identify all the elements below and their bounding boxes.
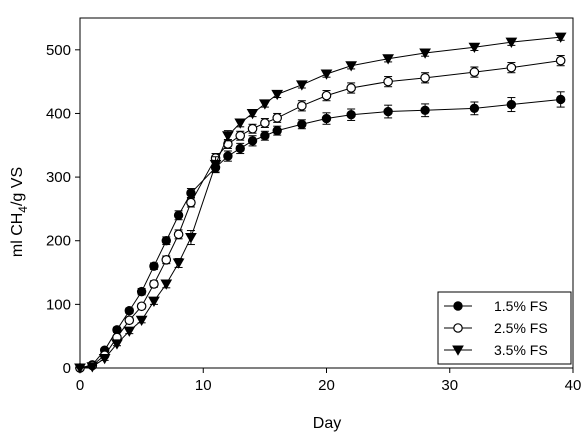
data-point <box>345 61 358 72</box>
data-point <box>136 286 147 297</box>
data-point <box>554 32 567 43</box>
legend-item: 2.5% FS <box>444 320 548 336</box>
data-point <box>506 62 517 73</box>
data-point <box>272 125 282 136</box>
data-point <box>185 233 197 244</box>
data-point <box>223 151 233 161</box>
y-tick-label: 300 <box>46 169 71 186</box>
y-tick-label: 400 <box>46 105 71 122</box>
legend-label: 2.5% FS <box>494 320 548 336</box>
data-point <box>136 301 147 312</box>
data-point <box>172 258 185 269</box>
data-point <box>209 159 222 171</box>
data-point <box>321 90 332 101</box>
x-tick-label: 40 <box>565 377 582 394</box>
data-point <box>247 136 258 146</box>
data-point <box>260 131 270 141</box>
data-point <box>124 315 135 326</box>
data-point <box>235 143 245 154</box>
data-point <box>469 103 480 114</box>
x-tick-label: 30 <box>441 377 458 394</box>
x-tick-label: 10 <box>195 377 212 394</box>
data-point <box>111 339 123 350</box>
x-tick-label: 20 <box>318 377 335 394</box>
data-point <box>235 130 246 141</box>
y-tick-label: 500 <box>46 42 71 59</box>
data-point <box>74 363 86 374</box>
data-point <box>346 110 356 120</box>
y-tick-label: 0 <box>63 360 71 377</box>
series-1 <box>75 91 566 373</box>
series-3 <box>74 32 567 374</box>
data-point <box>297 101 307 111</box>
x-axis-title: Day <box>313 415 341 432</box>
data-point <box>149 279 159 289</box>
data-point <box>320 69 333 80</box>
x-tick-label: 0 <box>76 377 84 394</box>
data-point <box>149 261 159 271</box>
data-point <box>295 80 308 91</box>
data-point <box>506 99 517 110</box>
data-point <box>271 89 284 101</box>
data-point <box>383 76 393 87</box>
legend-marker <box>452 345 464 356</box>
data-point <box>383 106 393 117</box>
data-point <box>469 67 480 77</box>
data-point <box>468 42 481 54</box>
data-point <box>123 326 136 337</box>
data-point <box>234 118 247 129</box>
data-point <box>555 94 566 105</box>
y-axis-title-pre: ml CH <box>9 213 26 257</box>
legend-item: 3.5% FS <box>444 342 548 358</box>
data-point <box>98 353 111 365</box>
legend: 1.5% FS 2.5% FS 3.5% FS <box>437 291 572 365</box>
data-point <box>420 73 430 83</box>
data-point <box>297 119 307 129</box>
y-axis-title-sub: 4 <box>16 206 30 213</box>
data-point <box>555 55 566 66</box>
data-point <box>420 105 430 115</box>
data-point <box>124 306 135 316</box>
data-point <box>148 296 160 307</box>
y-tick-label: 100 <box>46 296 71 313</box>
data-point <box>247 123 258 134</box>
data-point <box>135 315 148 327</box>
data-point <box>259 99 271 110</box>
data-point <box>246 108 259 120</box>
series-group <box>74 32 567 374</box>
data-point <box>86 362 99 373</box>
data-point <box>173 229 184 240</box>
data-point <box>161 255 172 265</box>
data-point <box>186 197 196 208</box>
legend-label: 1.5% FS <box>494 298 548 314</box>
legend-item: 1.5% FS <box>444 298 548 314</box>
data-point <box>173 210 184 220</box>
data-point <box>222 131 234 142</box>
data-point <box>161 236 171 246</box>
data-point <box>505 37 518 48</box>
y-tick-label: 200 <box>46 233 71 250</box>
legend-marker <box>453 301 463 311</box>
data-point <box>419 48 431 59</box>
data-point <box>272 113 282 123</box>
data-point <box>160 279 173 290</box>
data-point <box>346 83 356 93</box>
legend-marker <box>453 323 463 333</box>
data-point <box>260 118 270 128</box>
y-axis-title: ml CH4/g VS <box>9 167 30 257</box>
y-axis-title-post: /g VS <box>9 167 26 206</box>
data-point <box>186 188 196 198</box>
data-point <box>382 54 394 65</box>
legend-label: 3.5% FS <box>494 342 548 358</box>
data-point <box>321 113 332 124</box>
